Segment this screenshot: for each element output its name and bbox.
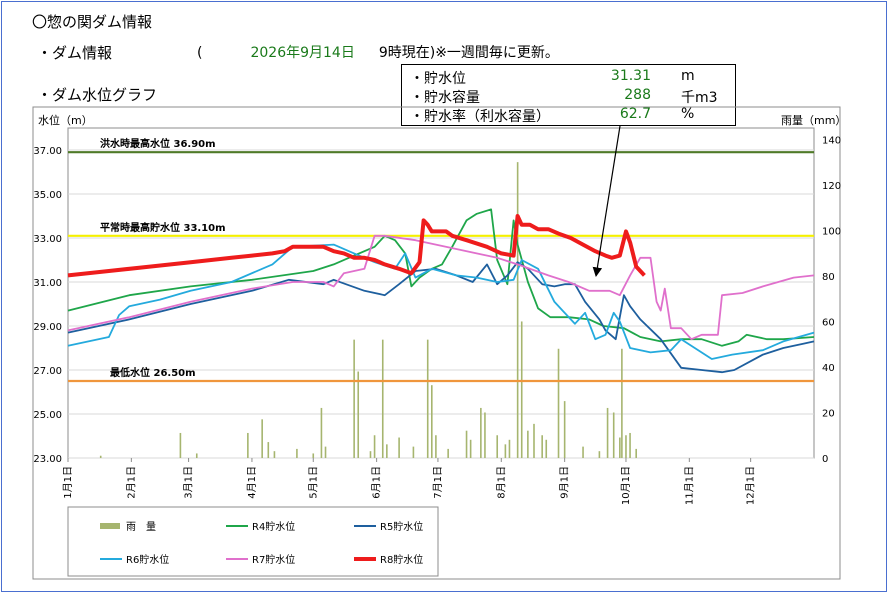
page-title: 〇惣の関ダム情報 bbox=[32, 13, 153, 31]
info-label-rate: ・貯水率（利水容量） bbox=[410, 109, 550, 125]
info-label-capacity: ・貯水容量 bbox=[410, 90, 480, 106]
info-label-level: ・貯水位 bbox=[410, 71, 466, 87]
status-line: (2026年9月14日 9時現在)※一週間毎に更新。 bbox=[197, 42, 559, 62]
info-unit-capacity: 千m3 bbox=[681, 90, 718, 106]
section-dam-info: ・ダム情報 bbox=[37, 44, 113, 62]
info-value-capacity: 288 bbox=[624, 87, 651, 103]
section-graph: ・ダム水位グラフ bbox=[37, 86, 158, 104]
info-value-level: 31.31 bbox=[610, 68, 651, 84]
info-row-rate: ・貯水率（利水容量） 62.7 % bbox=[402, 106, 735, 125]
info-unit-level: m bbox=[681, 68, 695, 84]
status-open-paren: ( bbox=[197, 45, 203, 61]
y-axis-left-title: 水位（m） bbox=[38, 114, 93, 127]
y-axis-right-title: 雨量（mm） bbox=[781, 114, 847, 127]
status-update-note: ※一週間毎に更新。 bbox=[435, 45, 559, 61]
storage-info-box: ・貯水位 31.31 m ・貯水容量 288 千m3 ・貯水率（利水容量） 62… bbox=[401, 64, 736, 126]
info-row-level: ・貯水位 31.31 m bbox=[402, 68, 735, 87]
info-row-capacity: ・貯水容量 288 千m3 bbox=[402, 87, 735, 106]
info-value-rate: 62.7 bbox=[619, 106, 651, 122]
status-date: 2026年9月14日 bbox=[250, 45, 355, 61]
status-time: 9時現在) bbox=[378, 45, 436, 61]
info-unit-rate: % bbox=[681, 106, 695, 122]
